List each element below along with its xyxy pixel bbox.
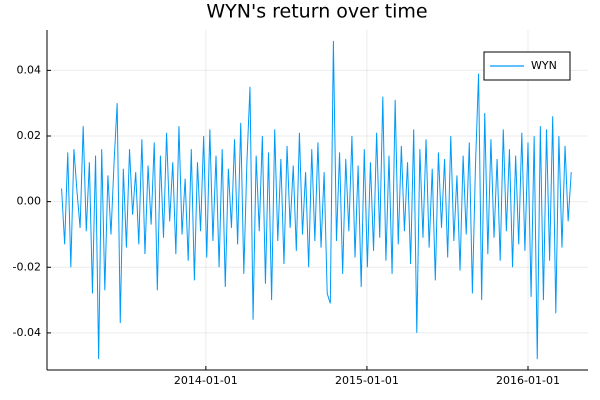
y-tick-label: 0.00 [17, 195, 42, 208]
series-line [61, 40, 572, 360]
x-tick-label: 2014-01-01 [174, 374, 238, 387]
y-tick-label: 0.04 [17, 63, 42, 76]
x-tick-label: 2015-01-01 [335, 374, 399, 387]
legend-box [483, 51, 571, 81]
legend-label: WYN [531, 59, 557, 72]
chart-title: WYN's return over time [206, 1, 427, 23]
legend: WYN [483, 51, 571, 81]
y-tick-label: 0.02 [17, 129, 42, 142]
x-tick-label: 2016-01-01 [496, 374, 560, 387]
y-tick-label: -0.02 [13, 260, 41, 273]
y-tick-label: -0.04 [13, 326, 41, 339]
